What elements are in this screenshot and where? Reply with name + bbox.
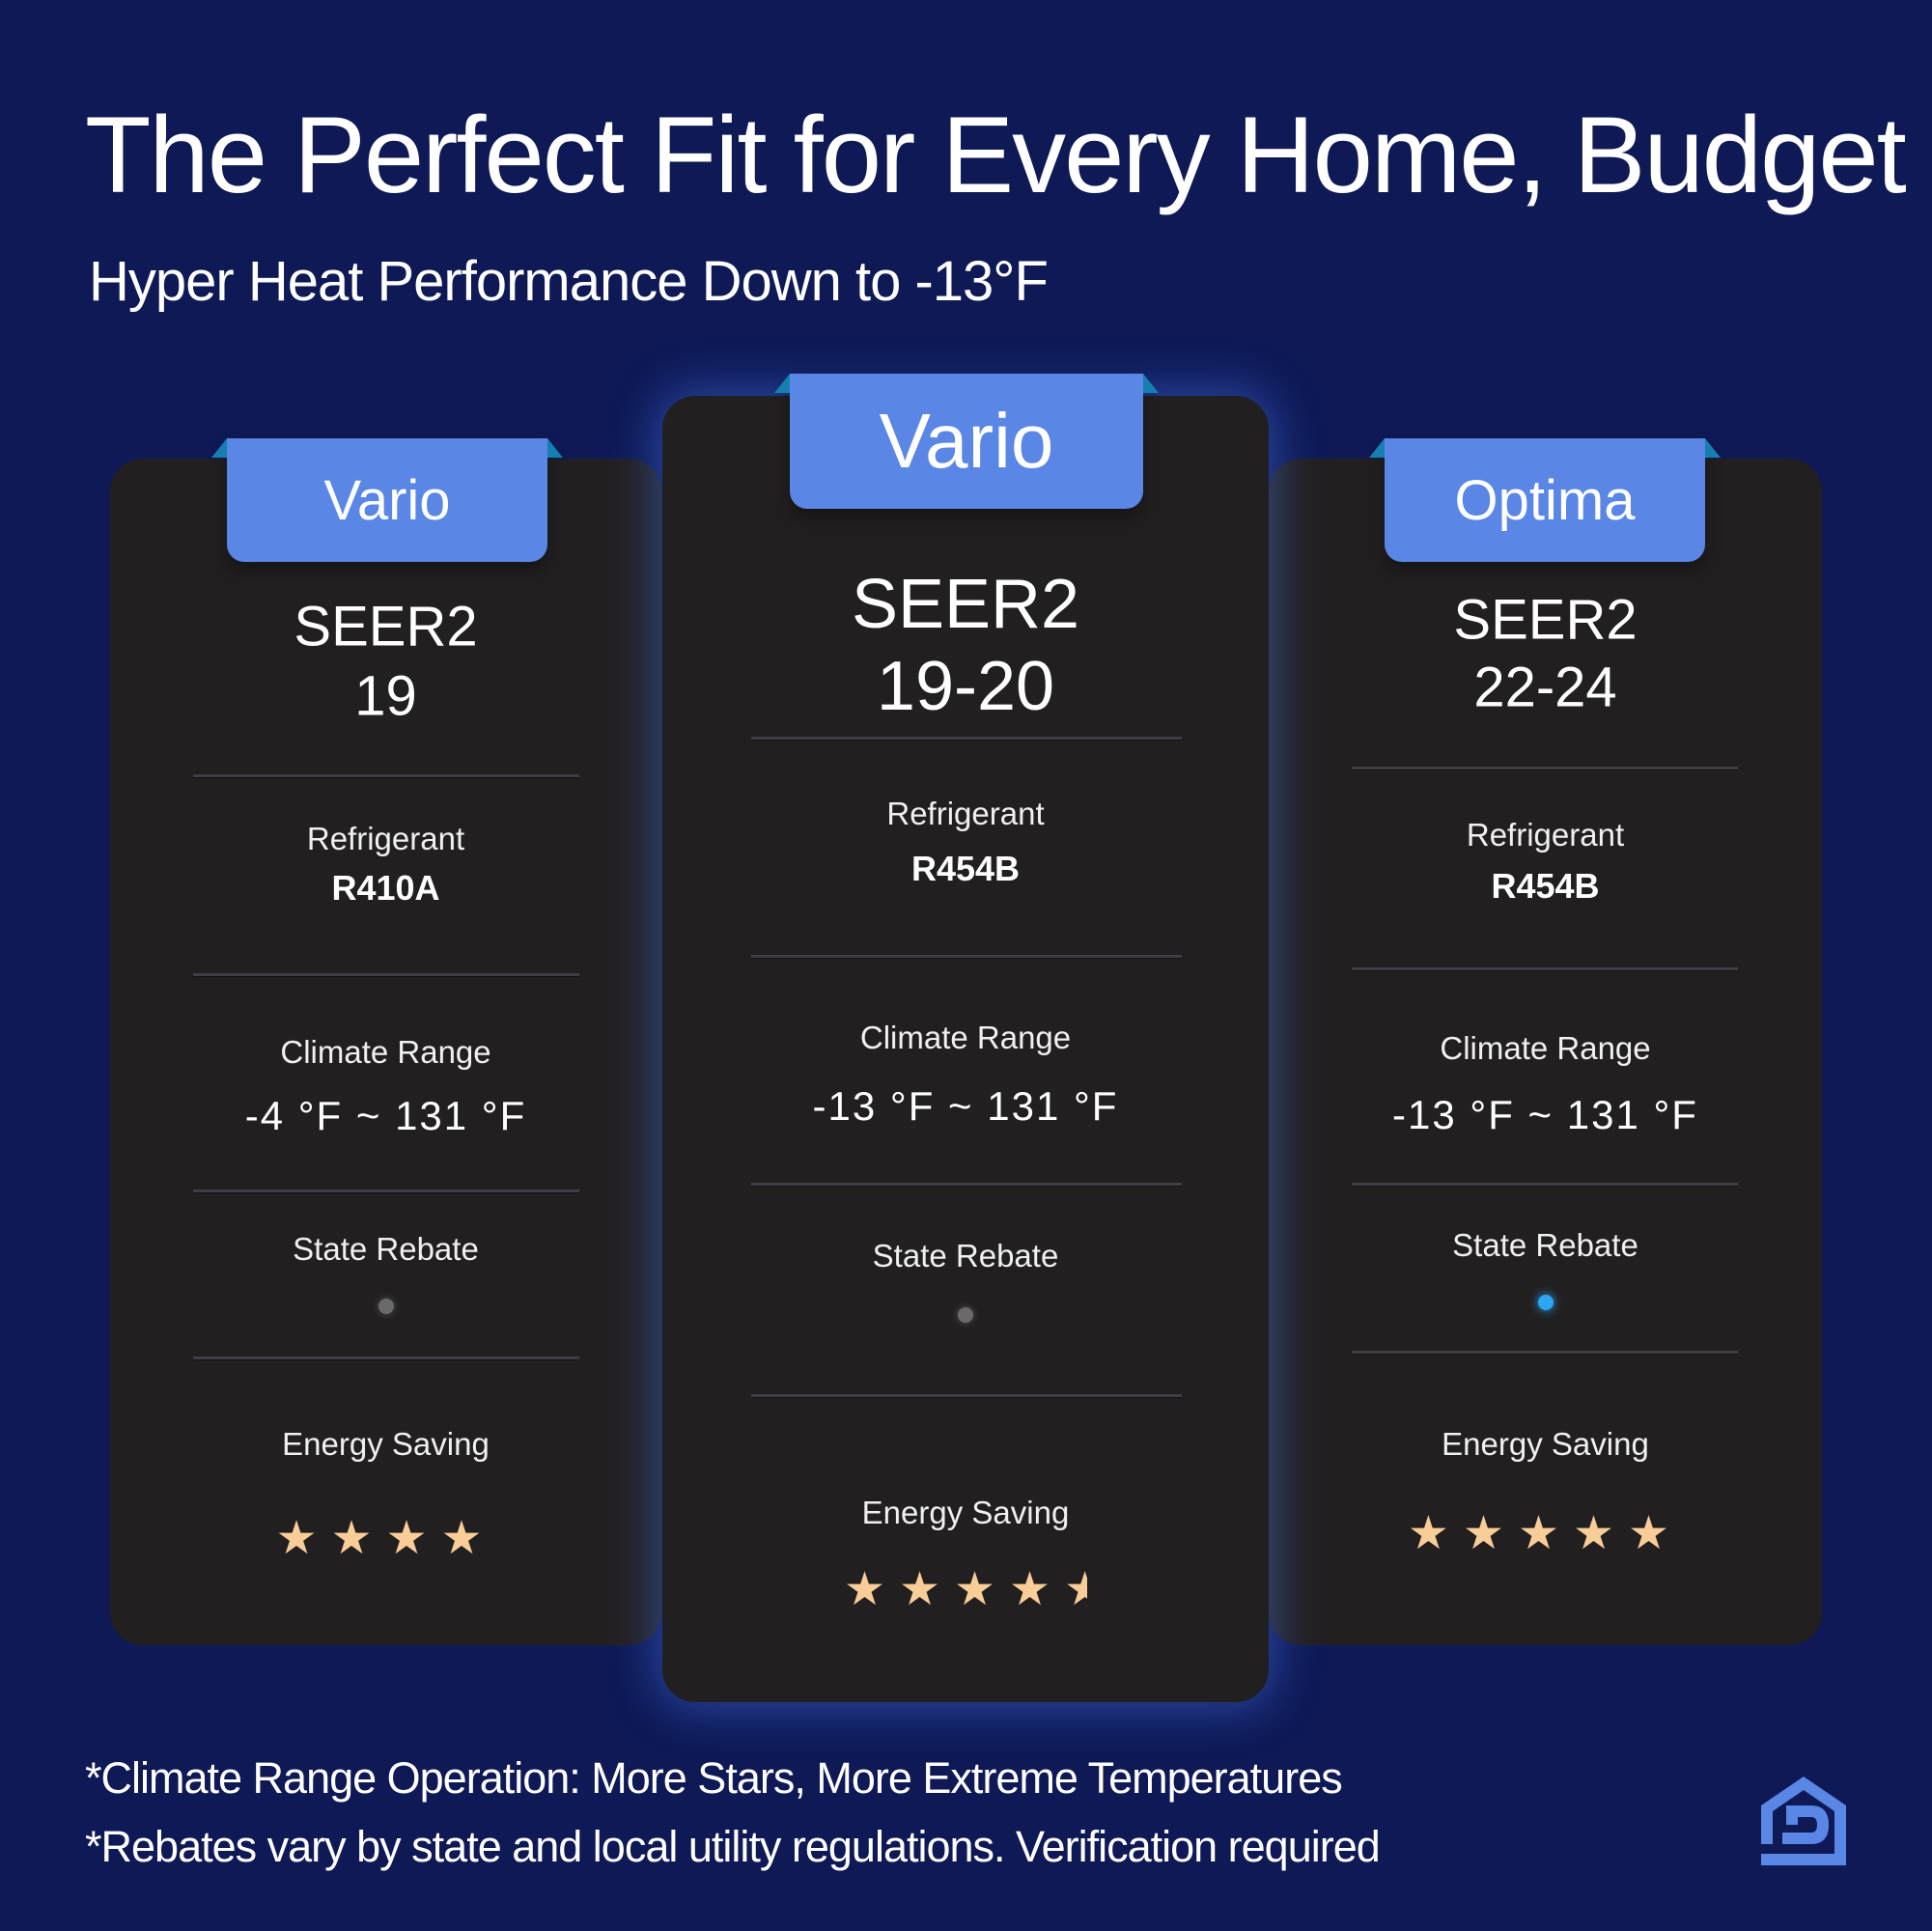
refrigerant-label: Refrigerant <box>886 796 1045 831</box>
divider <box>193 774 579 778</box>
page-subtitle: Hyper Heat Performance Down to -13°F <box>89 250 1049 313</box>
page-title: The Perfect Fit for Every Home, Budget <box>85 95 1907 215</box>
refrigerant-value: R454B <box>1491 866 1600 906</box>
climate-range-label: Climate Range <box>859 1020 1072 1055</box>
house-d-logo-icon <box>1761 1777 1846 1865</box>
star-icon: ★ <box>1517 1508 1574 1559</box>
divider <box>751 1183 1182 1187</box>
half-star-icon: ★ <box>1064 1564 1088 1615</box>
star-icon: ★ <box>440 1513 496 1564</box>
rebate-indicator-dot <box>378 1299 394 1314</box>
rebate-indicator-dot <box>1537 1295 1554 1310</box>
divider <box>193 973 579 977</box>
star-icon: ★ <box>330 1513 386 1564</box>
divider <box>1352 1183 1738 1187</box>
seer-value: 19-20 <box>876 648 1055 725</box>
energy-saving-label: Energy Saving <box>1442 1426 1649 1462</box>
product-tab: Optima <box>1369 438 1721 562</box>
divider <box>1352 967 1738 971</box>
energy-star-rating: ★★★★★ <box>1269 1506 1822 1560</box>
energy-star-rating: ★★★★★ <box>662 1562 1269 1616</box>
divider <box>1352 767 1738 770</box>
product-tab: Vario <box>211 438 563 562</box>
refrigerant-label: Refrigerant <box>1466 817 1625 853</box>
product-card-2: Optima SEER2 22-24 Refrigerant R454B Cli… <box>1269 438 1822 1645</box>
product-name: Optima <box>1454 468 1636 532</box>
star-icon: ★ <box>898 1564 954 1615</box>
star-icon: ★ <box>1628 1508 1684 1559</box>
seer-value: 19 <box>354 664 417 728</box>
refrigerant-label: Refrigerant <box>306 821 465 856</box>
state-rebate-label: State Rebate <box>293 1231 479 1267</box>
divider <box>1352 1351 1738 1355</box>
divider <box>751 1394 1182 1398</box>
state-rebate-label: State Rebate <box>872 1238 1059 1273</box>
product-name: Vario <box>879 398 1054 484</box>
climate-range-value: -13 °F ~ 131 °F <box>1392 1092 1698 1137</box>
climate-range-value: -4 °F ~ 131 °F <box>244 1093 527 1138</box>
product-card-0: Vario SEER2 19 Refrigerant R410A Climate… <box>110 438 661 1645</box>
star-icon: ★ <box>1407 1508 1463 1559</box>
star-icon: ★ <box>1462 1508 1518 1559</box>
footnote-rebates: *Rebates vary by state and local utility… <box>85 1822 1381 1871</box>
climate-range-label: Climate Range <box>280 1034 491 1070</box>
star-icon: ★ <box>1573 1508 1629 1559</box>
star-icon: ★ <box>1009 1564 1065 1615</box>
product-tab: Vario <box>774 374 1159 509</box>
climate-range-value: -13 °F ~ 131 °F <box>812 1083 1119 1129</box>
refrigerant-value: R454B <box>910 849 1021 888</box>
seer-label: SEER2 <box>294 595 478 658</box>
energy-saving-label: Energy Saving <box>282 1426 490 1462</box>
state-rebate-label: State Rebate <box>1452 1227 1638 1263</box>
divider <box>751 955 1182 959</box>
seer-label: SEER2 <box>1453 588 1638 652</box>
energy-star-rating: ★★★★ <box>110 1511 661 1565</box>
climate-range-label: Climate Range <box>1440 1030 1651 1066</box>
divider <box>193 1357 579 1360</box>
seer-label: SEER2 <box>851 566 1080 643</box>
product-card-1: Vario SEER2 19-20 Refrigerant R454B Clim… <box>662 374 1269 1702</box>
seer-value: 22-24 <box>1473 656 1617 719</box>
divider <box>193 1189 579 1193</box>
refrigerant-value: R410A <box>331 868 440 908</box>
footnote-climate: *Climate Range Operation: More Stars, Mo… <box>85 1753 1343 1803</box>
rebate-indicator-dot <box>958 1307 973 1323</box>
product-name: Vario <box>323 468 451 532</box>
star-icon: ★ <box>954 1564 1010 1615</box>
energy-saving-label: Energy Saving <box>861 1495 1070 1530</box>
star-icon: ★ <box>843 1564 899 1615</box>
star-icon: ★ <box>275 1513 331 1564</box>
star-icon: ★ <box>385 1513 441 1564</box>
divider <box>751 737 1182 741</box>
